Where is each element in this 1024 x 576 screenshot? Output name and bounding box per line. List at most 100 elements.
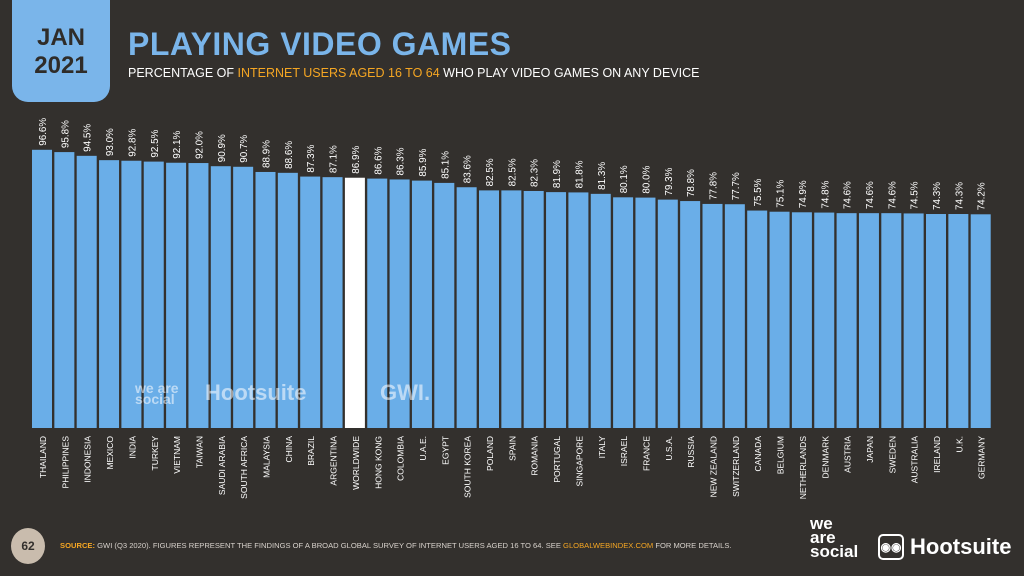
hootsuite-logo: ◉◉ Hootsuite [878,534,1011,560]
value-label: 81.3% [596,162,608,190]
value-label: 77.8% [708,172,720,200]
category-label: COLOMBIA [396,436,406,481]
value-label: 81.9% [551,160,563,188]
category-label: AUSTRALIA [910,436,920,484]
logo-was-line2: are [810,528,836,547]
value-label: 92.0% [193,131,205,159]
category-label: AUSTRIA [843,436,853,473]
value-label: 83.6% [462,155,474,183]
category-label: THAILAND [38,436,48,478]
bar-colombia [389,179,410,428]
watermark-hootsuite: Hootsuite [205,380,307,405]
value-label: 78.8% [685,169,697,197]
value-label: 75.5% [752,179,764,207]
value-label: 85.1% [439,151,451,179]
bar-u-s-a- [657,199,678,428]
value-label: 80.0% [640,166,652,194]
bar-canada [747,210,768,428]
category-label: NETHERLANDS [798,436,808,500]
category-label: SAUDI ARABIA [217,436,227,495]
bar-spain [501,190,522,428]
bar-china [277,172,298,428]
date-badge: JAN 2021 [12,0,110,102]
bar-south-korea [456,187,477,428]
bar-russia [680,201,701,428]
value-label: 92.8% [126,129,138,157]
category-label: SINGAPORE [574,436,584,487]
value-label: 82.5% [506,158,518,186]
bar-ireland [926,214,946,428]
bar-turkey [143,161,164,428]
value-label: 92.5% [149,130,161,158]
value-label: 74.8% [819,181,831,209]
category-label: POLAND [485,436,495,471]
page-title: PLAYING VIDEO GAMES [128,26,512,62]
category-label: TAIWAN [194,436,204,468]
bar-switzerland [724,204,745,428]
source-link[interactable]: GLOBALWEBINDEX.COM [563,541,654,550]
category-label: INDIA [127,436,137,459]
value-label: 95.8% [59,120,71,148]
bar-germany [970,214,991,428]
value-label: 87.3% [305,145,317,173]
we-are-social-logo: we are social [810,514,858,560]
subtitle-post: WHO PLAY VIDEO GAMES ON ANY DEVICE [439,66,700,80]
value-label: 87.1% [328,145,340,173]
value-label: 80.1% [618,165,630,193]
value-label: 85.9% [417,149,429,177]
category-label: HONG KONG [373,436,383,489]
source-note: SOURCE: GWI (Q3 2020). FIGURES REPRESENT… [60,541,732,550]
watermark-gwi: GWI. [380,380,431,405]
logo-was-line1: we [810,514,833,533]
bar-taiwan [188,163,209,429]
bar-u-a-e- [411,180,432,428]
category-label: PHILIPPINES [60,436,70,489]
bar-indonesia [76,155,97,428]
category-label: SOUTH AFRICA [239,436,249,499]
value-label: 94.5% [82,124,94,152]
bar-argentina [322,177,343,428]
watermark-we-are-social: we are social [135,380,179,407]
category-label: PORTUGAL [552,436,562,483]
category-label: JAPAN [865,436,875,463]
value-label: 82.3% [529,159,541,187]
value-label: 96.6% [37,118,49,146]
date-year: 2021 [34,52,88,79]
category-label: U.S.A. [664,436,674,461]
category-label: GERMANY [977,436,987,479]
value-label: 74.6% [864,181,876,209]
bar-south-africa [233,166,254,428]
subtitle-highlight: INTERNET USERS AGED 16 TO 64 [237,66,440,80]
category-label: ITALY [597,436,607,459]
bar-u-k- [948,214,969,428]
value-label: 74.2% [976,182,988,210]
bar-belgium [769,211,790,428]
category-label: SPAIN [507,436,517,461]
value-label: 93.0% [104,128,116,156]
value-label: 86.6% [372,147,384,175]
category-label: BRAZIL [306,436,316,466]
value-label: 79.3% [663,168,675,196]
bar-netherlands [791,212,812,428]
bar-mexico [99,160,120,428]
value-label: 82.5% [484,158,496,186]
bar-denmark [814,212,835,428]
source-end: FOR MORE DETAILS. [653,541,732,550]
category-label: NEW ZEALAND [709,436,719,497]
category-label: CHINA [284,436,294,463]
source-text: GWI (Q3 2020). FIGURES REPRESENT THE FIN… [95,541,564,550]
bar-thailand [32,149,52,429]
category-label: BELGIUM [776,436,786,474]
logo-hootsuite-text: Hootsuite [910,534,1012,559]
value-label: 74.9% [797,180,809,208]
bar-hong-kong [367,178,388,428]
bar-australia [903,213,924,428]
bar-india [121,160,142,428]
bar-portugal [546,192,567,428]
category-label: TURKEY [150,436,160,471]
bar-japan [858,213,879,428]
bar-new-zealand [702,203,723,428]
value-label: 74.3% [931,182,943,210]
bar-singapore [568,192,589,428]
